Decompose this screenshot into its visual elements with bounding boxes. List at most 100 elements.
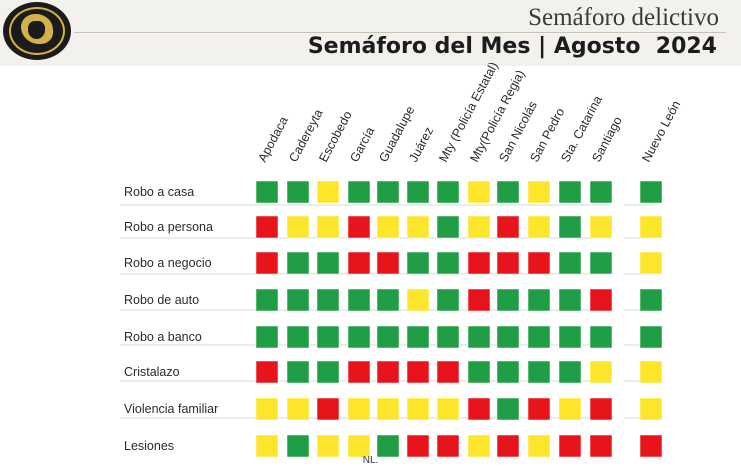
cell-robo-a-persona-san-pedro bbox=[527, 215, 551, 239]
cell-robo-a-casa-juarez bbox=[406, 180, 430, 204]
column-header-apodaca: Apodaca bbox=[255, 114, 291, 164]
cell-lesiones-sta-catarina bbox=[558, 434, 582, 458]
cell-robo-a-banco-san-nicolas bbox=[496, 325, 520, 349]
cell-robo-a-casa-garcia bbox=[347, 180, 371, 204]
row-label-robo-a-banco: Robo a banco bbox=[124, 330, 202, 344]
cell-cristalazo-mty-policia-estatal bbox=[436, 360, 460, 384]
cell-robo-a-casa-mty-policia-estatal bbox=[436, 180, 460, 204]
cell-robo-a-persona-mty-policia-regia bbox=[467, 215, 491, 239]
cell-robo-de-auto-sta-catarina bbox=[558, 288, 582, 312]
cell-robo-a-casa-sta-catarina bbox=[558, 180, 582, 204]
row-label-robo-a-casa: Robo a casa bbox=[124, 185, 194, 199]
footer-note: NL. bbox=[362, 455, 379, 466]
cell-robo-de-auto-mty-policia-estatal bbox=[436, 288, 460, 312]
cell-lesiones-guadalupe bbox=[376, 434, 400, 458]
cell-robo-a-negocio-apodaca bbox=[255, 251, 279, 275]
cell-robo-de-auto-san-pedro bbox=[527, 288, 551, 312]
cell-robo-a-banco-garcia bbox=[347, 325, 371, 349]
cell-robo-a-banco-nuevo-leon bbox=[639, 325, 663, 349]
cell-robo-a-casa-guadalupe bbox=[376, 180, 400, 204]
column-header-juarez: Juárez bbox=[406, 125, 436, 165]
cell-robo-a-casa-santiago bbox=[589, 180, 613, 204]
cell-robo-de-auto-garcia bbox=[347, 288, 371, 312]
cell-robo-a-negocio-cadereyta bbox=[286, 251, 310, 275]
row-label-robo-a-persona: Robo a persona bbox=[124, 220, 213, 234]
cell-cristalazo-san-pedro bbox=[527, 360, 551, 384]
cell-violencia-familiar-nuevo-leon bbox=[639, 397, 663, 421]
cell-violencia-familiar-guadalupe bbox=[376, 397, 400, 421]
cell-robo-de-auto-escobedo bbox=[316, 288, 340, 312]
cell-robo-de-auto-cadereyta bbox=[286, 288, 310, 312]
cell-cristalazo-mty-policia-regia bbox=[467, 360, 491, 384]
cell-lesiones-san-nicolas bbox=[496, 434, 520, 458]
cell-robo-a-casa-nuevo-leon bbox=[639, 180, 663, 204]
cell-cristalazo-sta-catarina bbox=[558, 360, 582, 384]
cell-cristalazo-apodaca bbox=[255, 360, 279, 384]
cell-robo-de-auto-mty-policia-regia bbox=[467, 288, 491, 312]
cell-violencia-familiar-cadereyta bbox=[286, 397, 310, 421]
cell-robo-de-auto-nuevo-leon bbox=[639, 288, 663, 312]
cell-robo-a-casa-san-pedro bbox=[527, 180, 551, 204]
cell-robo-de-auto-san-nicolas bbox=[496, 288, 520, 312]
cell-cristalazo-cadereyta bbox=[286, 360, 310, 384]
cell-cristalazo-nuevo-leon bbox=[639, 360, 663, 384]
cell-lesiones-apodaca bbox=[255, 434, 279, 458]
cell-violencia-familiar-san-pedro bbox=[527, 397, 551, 421]
cell-cristalazo-guadalupe bbox=[376, 360, 400, 384]
cell-robo-a-banco-escobedo bbox=[316, 325, 340, 349]
cell-robo-a-persona-santiago bbox=[589, 215, 613, 239]
cell-robo-a-casa-san-nicolas bbox=[496, 180, 520, 204]
cell-robo-a-negocio-sta-catarina bbox=[558, 251, 582, 275]
header-divider bbox=[74, 32, 726, 33]
cell-robo-a-banco-san-pedro bbox=[527, 325, 551, 349]
cell-lesiones-garcia bbox=[347, 434, 371, 458]
cell-robo-a-negocio-mty-policia-estatal bbox=[436, 251, 460, 275]
header-banner: Semáforo delictivo Semáforo del Mes | Ag… bbox=[0, 0, 741, 66]
cell-violencia-familiar-mty-policia-estatal bbox=[436, 397, 460, 421]
row-label-robo-de-auto: Robo de auto bbox=[124, 293, 199, 307]
cell-robo-a-negocio-escobedo bbox=[316, 251, 340, 275]
cell-robo-a-negocio-nuevo-leon bbox=[639, 251, 663, 275]
cell-lesiones-santiago bbox=[589, 434, 613, 458]
row-label-cristalazo: Cristalazo bbox=[124, 365, 180, 379]
column-header-garcia: García bbox=[347, 125, 377, 165]
cell-robo-a-persona-juarez bbox=[406, 215, 430, 239]
cell-robo-a-persona-garcia bbox=[347, 215, 371, 239]
cell-violencia-familiar-san-nicolas bbox=[496, 397, 520, 421]
cell-robo-a-banco-sta-catarina bbox=[558, 325, 582, 349]
cell-robo-a-persona-nuevo-leon bbox=[639, 215, 663, 239]
cell-lesiones-san-pedro bbox=[527, 434, 551, 458]
cell-cristalazo-santiago bbox=[589, 360, 613, 384]
page-subtitle: Semáforo del Mes | Agosto 2024 bbox=[308, 34, 717, 59]
cell-robo-a-casa-cadereyta bbox=[286, 180, 310, 204]
row-label-violencia-familiar: Violencia familiar bbox=[124, 402, 218, 416]
column-header-santiago: Santiago bbox=[589, 114, 625, 164]
column-header-nuevo-leon: Nuevo León bbox=[639, 98, 683, 164]
lion-face-icon bbox=[28, 21, 45, 39]
page-title: Semáforo delictivo bbox=[528, 4, 719, 31]
cell-robo-a-banco-guadalupe bbox=[376, 325, 400, 349]
cell-lesiones-nuevo-leon bbox=[639, 434, 663, 458]
cell-robo-de-auto-guadalupe bbox=[376, 288, 400, 312]
cell-robo-a-persona-sta-catarina bbox=[558, 215, 582, 239]
cell-violencia-familiar-apodaca bbox=[255, 397, 279, 421]
cell-violencia-familiar-mty-policia-regia bbox=[467, 397, 491, 421]
cell-robo-a-banco-juarez bbox=[406, 325, 430, 349]
cell-robo-a-banco-apodaca bbox=[255, 325, 279, 349]
cell-robo-a-banco-cadereyta bbox=[286, 325, 310, 349]
cell-robo-a-persona-apodaca bbox=[255, 215, 279, 239]
cell-lesiones-escobedo bbox=[316, 434, 340, 458]
cell-robo-a-casa-mty-policia-regia bbox=[467, 180, 491, 204]
cell-robo-de-auto-santiago bbox=[589, 288, 613, 312]
cell-cristalazo-juarez bbox=[406, 360, 430, 384]
cell-lesiones-cadereyta bbox=[286, 434, 310, 458]
cell-cristalazo-garcia bbox=[347, 360, 371, 384]
cell-cristalazo-san-nicolas bbox=[496, 360, 520, 384]
cell-robo-a-persona-cadereyta bbox=[286, 215, 310, 239]
subtitle-left: Semáforo del Mes | bbox=[307, 34, 547, 59]
cell-robo-a-banco-santiago bbox=[589, 325, 613, 349]
cell-robo-de-auto-apodaca bbox=[255, 288, 279, 312]
cell-robo-a-negocio-san-nicolas bbox=[496, 251, 520, 275]
cell-robo-a-banco-mty-policia-estatal bbox=[436, 325, 460, 349]
